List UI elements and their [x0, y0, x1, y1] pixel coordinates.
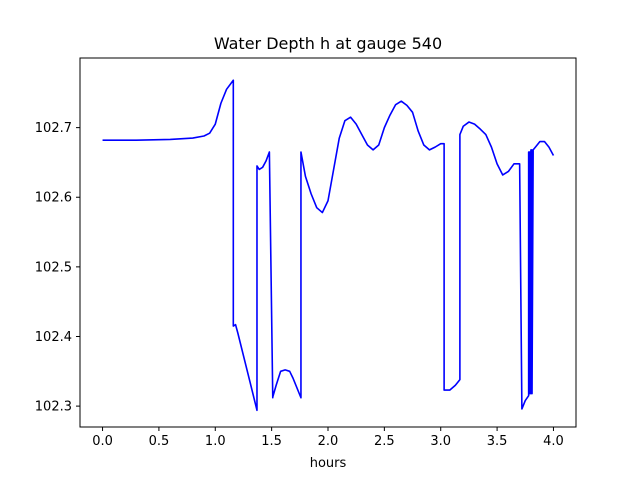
x-tick-label: 1.5	[261, 434, 282, 449]
x-axis: 0.0 0.5 1.0 1.5 2.0 2.5 3.0 3.5 4.0	[92, 427, 564, 449]
x-tick-label: 1.0	[205, 434, 226, 449]
y-tick-label: 102.5	[35, 260, 72, 275]
y-tick-label: 102.3	[35, 400, 72, 415]
plot-area	[102, 79, 555, 412]
y-tick-label: 102.7	[35, 121, 72, 136]
y-axis: 102.3 102.4 102.5 102.6 102.7	[35, 121, 80, 415]
x-tick-label: 3.5	[487, 434, 508, 449]
chart-title: Water Depth h at gauge 540	[214, 34, 442, 53]
x-tick-label: 0.5	[149, 434, 170, 449]
y-tick-label: 102.4	[35, 330, 72, 345]
x-tick-label: 2.0	[318, 434, 339, 449]
x-axis-label: hours	[310, 456, 347, 471]
axes-frame	[79, 57, 577, 428]
series-line-1	[102, 79, 555, 412]
x-tick-label: 0.0	[92, 434, 113, 449]
y-tick-label: 102.6	[35, 191, 72, 206]
x-tick-label: 4.0	[543, 434, 564, 449]
x-tick-label: 3.0	[430, 434, 451, 449]
x-tick-label: 2.5	[374, 434, 395, 449]
